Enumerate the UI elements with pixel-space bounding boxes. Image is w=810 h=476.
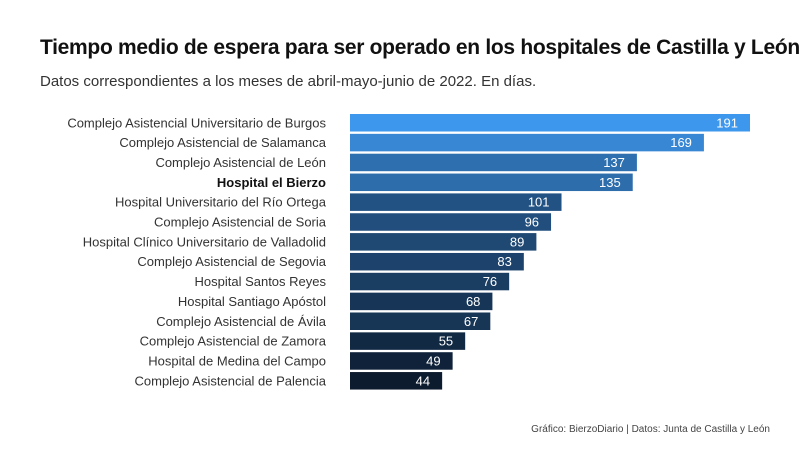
category-label: Complejo Asistencial de Palencia	[135, 373, 327, 388]
value-label: 49	[426, 353, 440, 368]
category-label: Complejo Asistencial Universitario de Bu…	[67, 115, 326, 130]
category-label: Hospital Universitario del Río Ortega	[115, 195, 327, 210]
value-label: 191	[716, 115, 738, 130]
category-label: Hospital de Medina del Campo	[148, 353, 326, 368]
category-label: Complejo Asistencial de Ávila	[156, 314, 327, 329]
bar	[350, 372, 443, 390]
category-label: Hospital Clínico Universitario de Vallad…	[83, 234, 326, 249]
category-label: Hospital el Bierzo	[217, 175, 326, 190]
value-label: 101	[528, 195, 550, 210]
bar	[350, 332, 466, 350]
bar	[350, 312, 491, 330]
value-label: 135	[599, 175, 621, 190]
value-label: 169	[670, 135, 692, 150]
bar	[350, 213, 552, 231]
category-label: Hospital Santiago Apóstol	[178, 294, 326, 309]
source-credit: Gráfico: BierzoDiario | Datos: Junta de …	[531, 424, 770, 435]
bar	[350, 173, 633, 192]
value-label: 67	[464, 314, 478, 329]
category-label: Complejo Asistencial de Zamora	[140, 334, 327, 349]
chart-title: Tiempo medio de espera para ser operado …	[40, 36, 800, 59]
bar	[350, 193, 562, 211]
category-label: Complejo Asistencial de Soria	[154, 215, 327, 230]
bar	[350, 133, 704, 152]
bar	[350, 114, 750, 132]
category-label: Hospital Santos Reyes	[194, 274, 326, 289]
bar	[350, 153, 637, 172]
value-label: 83	[497, 254, 511, 269]
value-label: 96	[525, 215, 539, 230]
value-label: 68	[466, 294, 480, 309]
bar	[350, 252, 524, 271]
bar	[350, 292, 493, 311]
value-label: 44	[416, 373, 430, 388]
category-label: Complejo Asistencial de León	[155, 155, 326, 170]
value-label: 55	[439, 334, 453, 349]
chart-subtitle: Datos correspondientes a los meses de ab…	[40, 73, 537, 90]
bar	[350, 233, 537, 251]
value-label: 89	[510, 234, 524, 249]
value-label: 137	[603, 155, 625, 170]
value-label: 76	[483, 274, 497, 289]
category-label: Complejo Asistencial de Salamanca	[119, 135, 326, 150]
bar	[350, 272, 510, 291]
category-label: Complejo Asistencial de Segovia	[137, 254, 326, 269]
bar	[350, 352, 453, 370]
